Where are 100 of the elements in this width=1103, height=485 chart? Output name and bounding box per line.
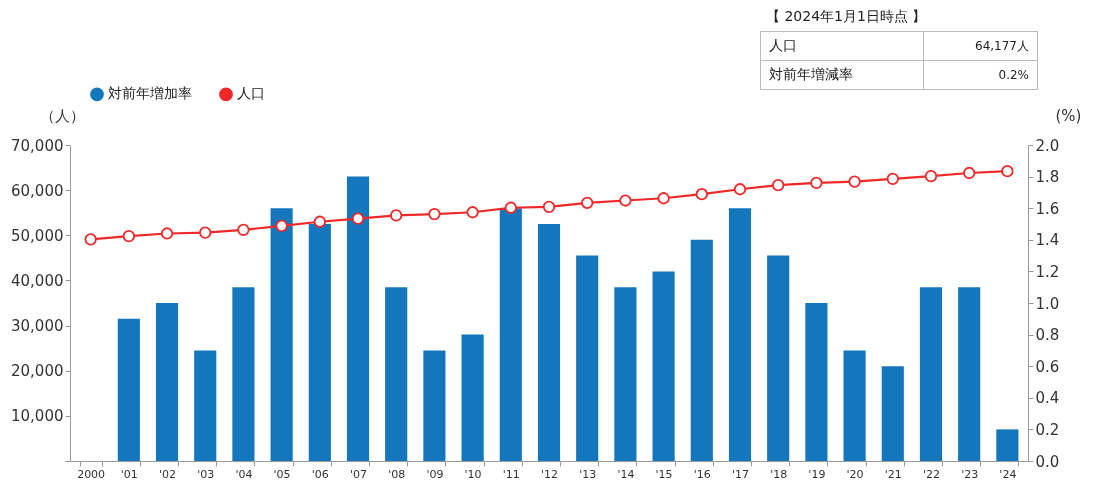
- legend-label: 対前年増加率: [108, 85, 192, 102]
- x-tick-label: '20: [846, 467, 864, 481]
- bar: [690, 239, 713, 461]
- point: [199, 226, 212, 239]
- x-tick-label: '13: [579, 467, 597, 481]
- text: 対前年増減率: [760, 60, 924, 90]
- y2-tick-label: 1.4: [1035, 231, 1060, 250]
- bar: [881, 366, 904, 461]
- point: [810, 176, 823, 190]
- x-tick-label: '23: [961, 467, 979, 481]
- x-tick-label: '24: [999, 467, 1017, 481]
- point: [963, 166, 976, 180]
- legend-label: 人口: [237, 85, 265, 102]
- bar: [958, 287, 981, 461]
- point: [1001, 165, 1014, 178]
- y-tick-label: 20,000: [11, 362, 64, 381]
- text: 【 2024年1月1日時点 】: [765, 8, 928, 26]
- bar: [843, 350, 866, 461]
- point: [924, 170, 938, 183]
- bar: [919, 287, 943, 461]
- point: [542, 200, 556, 213]
- x-tick-label: '12: [540, 467, 559, 481]
- point: [619, 194, 632, 207]
- y2-tick-label: 0.4: [1035, 389, 1060, 408]
- bar: [308, 224, 331, 461]
- point: [772, 179, 785, 192]
- bar: [499, 208, 522, 461]
- point: [390, 209, 403, 222]
- text: 64,177人: [923, 31, 1038, 61]
- point: [351, 212, 365, 225]
- x-tick-label: '14: [617, 467, 635, 481]
- x-tick-label: 2000: [77, 467, 106, 481]
- y2-tick-label: 0.8: [1035, 326, 1060, 345]
- bar: [270, 208, 293, 461]
- y2-axis-title: (%): [1055, 106, 1082, 125]
- x-tick-label: '11: [502, 467, 520, 481]
- x-tick-label: '03: [197, 467, 215, 481]
- bar: [996, 429, 1019, 461]
- bar: [155, 303, 179, 461]
- text: 人口: [760, 31, 924, 61]
- bar: [461, 334, 484, 461]
- bar: [537, 224, 561, 461]
- x-tick-label: '19: [808, 467, 826, 481]
- point: [428, 207, 441, 221]
- x-tick-label: '15: [655, 467, 673, 481]
- x-tick-label: '16: [693, 467, 711, 481]
- point: [848, 175, 861, 188]
- point: [733, 183, 747, 196]
- bar: [346, 176, 370, 461]
- x-tick-label: '01: [120, 467, 138, 481]
- bar: [576, 255, 599, 461]
- x-tick-label: '05: [273, 467, 291, 481]
- point: [886, 172, 899, 185]
- bar: [728, 208, 752, 461]
- point: [466, 206, 479, 219]
- point: [313, 215, 326, 228]
- y2-tick-label: 0.2: [1035, 420, 1060, 439]
- y2-tick-label: 2.0: [1035, 136, 1060, 155]
- y-tick-label: 50,000: [11, 226, 64, 245]
- point: [122, 230, 135, 243]
- y2-tick-label: 1.2: [1035, 262, 1060, 281]
- x-tick-label: '08: [388, 467, 406, 481]
- bar: [117, 318, 140, 461]
- bar: [614, 287, 637, 461]
- x-tick-label: '02: [159, 467, 177, 481]
- x-tick-label: '22: [922, 467, 940, 481]
- x-tick-label: '17: [731, 467, 749, 481]
- point: [504, 201, 517, 214]
- y-tick-label: 40,000: [11, 271, 64, 290]
- point: [237, 223, 250, 236]
- y-tick-label: 10,000: [11, 407, 64, 426]
- x-tick-label: '10: [464, 467, 482, 481]
- y-tick-label: 70,000: [11, 136, 64, 155]
- y2-tick-label: 0.0: [1035, 452, 1060, 471]
- x-tick-label: '04: [235, 467, 253, 481]
- x-tick-label: '07: [350, 467, 368, 481]
- point: [695, 188, 708, 201]
- y-axis-title: （人）: [40, 106, 85, 125]
- point: [84, 233, 97, 246]
- x-tick-label: '21: [884, 467, 902, 481]
- point: [160, 227, 174, 240]
- y-tick-label: 30,000: [11, 317, 64, 336]
- x-tick-label: '09: [426, 467, 444, 481]
- bar: [652, 271, 675, 461]
- bar: [767, 255, 790, 461]
- y2-tick-label: 1.0: [1035, 294, 1060, 313]
- x-tick-label: '18: [770, 467, 788, 481]
- y-tick-label: 60,000: [11, 181, 64, 200]
- y2-tick-label: 1.6: [1035, 199, 1060, 218]
- point: [657, 192, 670, 205]
- text: 0.2%: [923, 60, 1038, 90]
- y2-tick-label: 1.8: [1035, 168, 1060, 187]
- y2-tick-label: 0.6: [1035, 357, 1060, 376]
- bar: [385, 287, 408, 461]
- bar: [423, 350, 446, 461]
- bar: [805, 303, 828, 461]
- point: [581, 196, 594, 209]
- bar: [194, 350, 217, 461]
- bar: [232, 287, 255, 461]
- point: [275, 219, 288, 232]
